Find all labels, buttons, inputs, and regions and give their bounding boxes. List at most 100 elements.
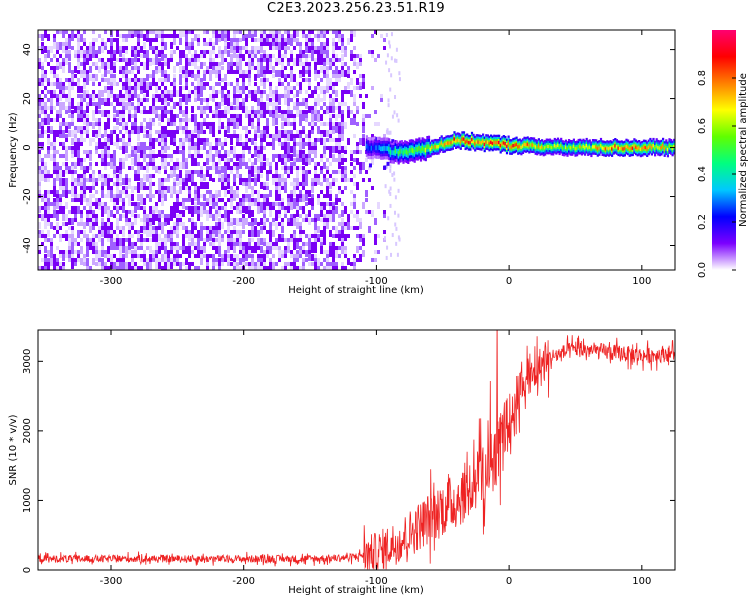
noise-cell: [236, 162, 239, 166]
noise-cell: [269, 70, 272, 74]
noise-cell: [338, 222, 341, 226]
noise-cell: [353, 102, 356, 106]
noise-cell: [296, 62, 299, 66]
signal-cell: [639, 147, 642, 151]
noise-cell: [344, 150, 347, 154]
noise-cell: [287, 206, 290, 213]
noise-cell: [311, 110, 314, 114]
noise-cell: [284, 206, 287, 210]
signal-cell: [442, 143, 445, 147]
noise-cell: [212, 70, 215, 74]
noise-cell: [245, 198, 248, 202]
noise-cell: [296, 142, 299, 146]
noise-cell: [86, 178, 89, 182]
noise-cell: [287, 150, 290, 154]
noise-cell: [230, 230, 233, 237]
noise-cell: [110, 62, 113, 69]
noise-cell: [161, 246, 164, 250]
noise-cell: [47, 90, 50, 94]
noise-cell: [173, 206, 176, 210]
noise-cell: [323, 206, 326, 210]
noise-cell: [41, 174, 44, 181]
noise-cell: [50, 242, 53, 246]
noise-cell: [80, 118, 83, 122]
noise-cell: [149, 178, 152, 185]
noise-cell: [227, 242, 230, 249]
noise-cell: [182, 234, 185, 238]
noise-cell: [158, 130, 161, 134]
noise-cell: [323, 174, 326, 178]
noise-cell: [329, 146, 332, 150]
noise-cell: [77, 78, 80, 82]
noise-cell: [233, 130, 236, 134]
noise-cell: [257, 90, 260, 94]
noise-cell: [236, 54, 239, 58]
noise-cell: [134, 130, 137, 134]
noise-cell: [110, 70, 113, 74]
noise-cell: [326, 210, 329, 214]
signal-cell: [628, 147, 631, 151]
noise-cell: [92, 226, 95, 230]
noise-cell: [68, 98, 71, 105]
noise-cell: [344, 158, 347, 162]
noise-cell: [77, 114, 80, 118]
noise-cell: [269, 162, 272, 166]
noise-cell: [107, 154, 110, 158]
snr-series-line: [38, 330, 675, 570]
colorbar-tick-label: 0.6: [697, 118, 708, 134]
noise-cell: [194, 146, 197, 153]
noise-cell: [119, 70, 122, 74]
noise-cell: [128, 194, 131, 198]
signal-cell: [644, 145, 647, 150]
noise-cell: [329, 138, 332, 142]
noise-cell: [149, 38, 152, 42]
noise-cell: [146, 238, 149, 242]
noise-cell: [59, 142, 62, 146]
noise-cell: [107, 222, 110, 226]
noise-cell: [143, 146, 146, 150]
noise-cell: [248, 198, 251, 202]
noise-cell: [320, 238, 323, 242]
noise-cell: [83, 118, 86, 125]
noise-cell: [332, 58, 335, 62]
noise-cell: [290, 162, 293, 166]
noise-cell: [221, 238, 224, 242]
noise-cell: [224, 254, 227, 258]
noise-cell: [386, 128, 389, 133]
noise-cell: [314, 50, 317, 54]
noise-cell: [116, 102, 119, 106]
noise-cell: [197, 34, 200, 38]
noise-cell: [131, 202, 134, 206]
noise-cell: [131, 106, 134, 110]
noise-cell: [332, 182, 335, 186]
signal-cell: [518, 144, 521, 148]
noise-cell: [44, 30, 47, 34]
noise-cell: [170, 238, 173, 242]
noise-cell: [155, 82, 158, 89]
signal-cell: [612, 145, 615, 149]
noise-cell: [128, 222, 131, 226]
noise-cell: [371, 210, 374, 217]
noise-cell: [80, 114, 83, 118]
noise-cell: [329, 162, 332, 166]
noise-cell: [62, 82, 65, 86]
noise-cell: [47, 174, 50, 178]
noise-cell: [170, 50, 173, 57]
noise-cell: [191, 106, 194, 113]
noise-cell: [95, 150, 98, 154]
noise-cell: [353, 266, 356, 270]
noise-cell: [320, 170, 323, 174]
noise-cell: [385, 255, 388, 260]
noise-cell: [62, 62, 65, 66]
noise-cell: [272, 110, 275, 114]
noise-cell: [173, 50, 176, 54]
signal-cell: [486, 140, 489, 144]
noise-cell: [266, 42, 269, 46]
noise-cell: [368, 50, 371, 54]
noise-cell: [152, 182, 155, 186]
noise-cell: [110, 226, 113, 230]
noise-cell: [164, 74, 167, 78]
noise-cell: [152, 118, 155, 122]
noise-cell: [116, 42, 119, 46]
